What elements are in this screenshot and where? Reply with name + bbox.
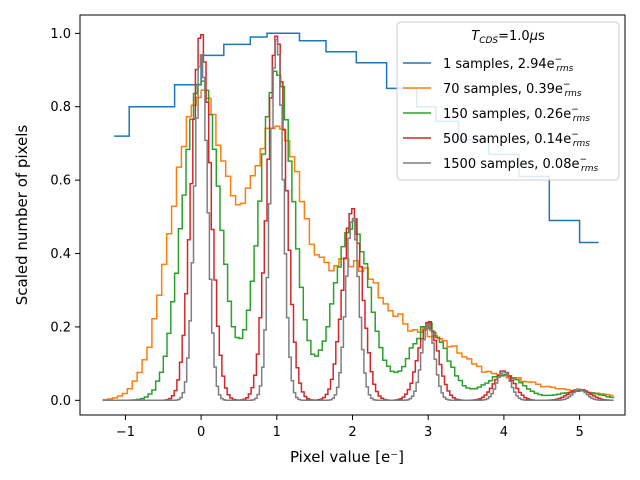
legend-label-2: 70 samples, 0.39e− rms bbox=[443, 80, 582, 99]
y-tick-label: 0.8 bbox=[50, 100, 71, 115]
x-tick-label: 1 bbox=[273, 425, 281, 440]
y-axis-title: Scaled number of pixels bbox=[13, 125, 31, 306]
x-tick-label: 4 bbox=[500, 425, 508, 440]
legend-label-3: 150 samples, 0.26e− rms bbox=[443, 105, 590, 124]
x-tick-label: −1 bbox=[116, 425, 135, 440]
legend-entries: 1 samples, 2.94e− rms 70 samples, 0.39e− rm… bbox=[403, 55, 598, 174]
y-tick-label: 1.0 bbox=[50, 27, 71, 42]
series-line-2 bbox=[102, 89, 614, 401]
series-line-5 bbox=[102, 38, 614, 402]
x-tick-label: 2 bbox=[348, 425, 356, 440]
x-tick-label: 5 bbox=[575, 425, 583, 440]
legend-title: TCDS=1.0μs bbox=[471, 29, 545, 46]
x-axis: −1 0 1 2 3 4 5 bbox=[116, 415, 584, 440]
legend: TCDS=1.0μs 1 samples, 2.94e− rms 70 sample… bbox=[396, 21, 620, 181]
legend-label-5: 1500 samples, 0.08e− rms bbox=[443, 155, 598, 174]
legend-label-4: 500 samples, 0.14e− rms bbox=[443, 130, 590, 149]
y-tick-label: 0.6 bbox=[50, 174, 71, 189]
x-axis-title: Pixel value [e⁻] bbox=[290, 448, 404, 466]
legend-box bbox=[396, 21, 620, 181]
x-tick-label: 0 bbox=[197, 425, 205, 440]
legend-label-1: 1 samples, 2.94e− rms bbox=[443, 55, 574, 74]
y-axis: 0.0 0.2 0.4 0.6 0.8 1.0 bbox=[50, 27, 80, 409]
y-tick-label: 0.4 bbox=[50, 247, 71, 262]
series-line-3 bbox=[102, 70, 615, 402]
y-tick-label: 0.2 bbox=[50, 320, 71, 335]
y-tick-label: 0.0 bbox=[50, 394, 71, 409]
x-tick-label: 3 bbox=[424, 425, 432, 440]
